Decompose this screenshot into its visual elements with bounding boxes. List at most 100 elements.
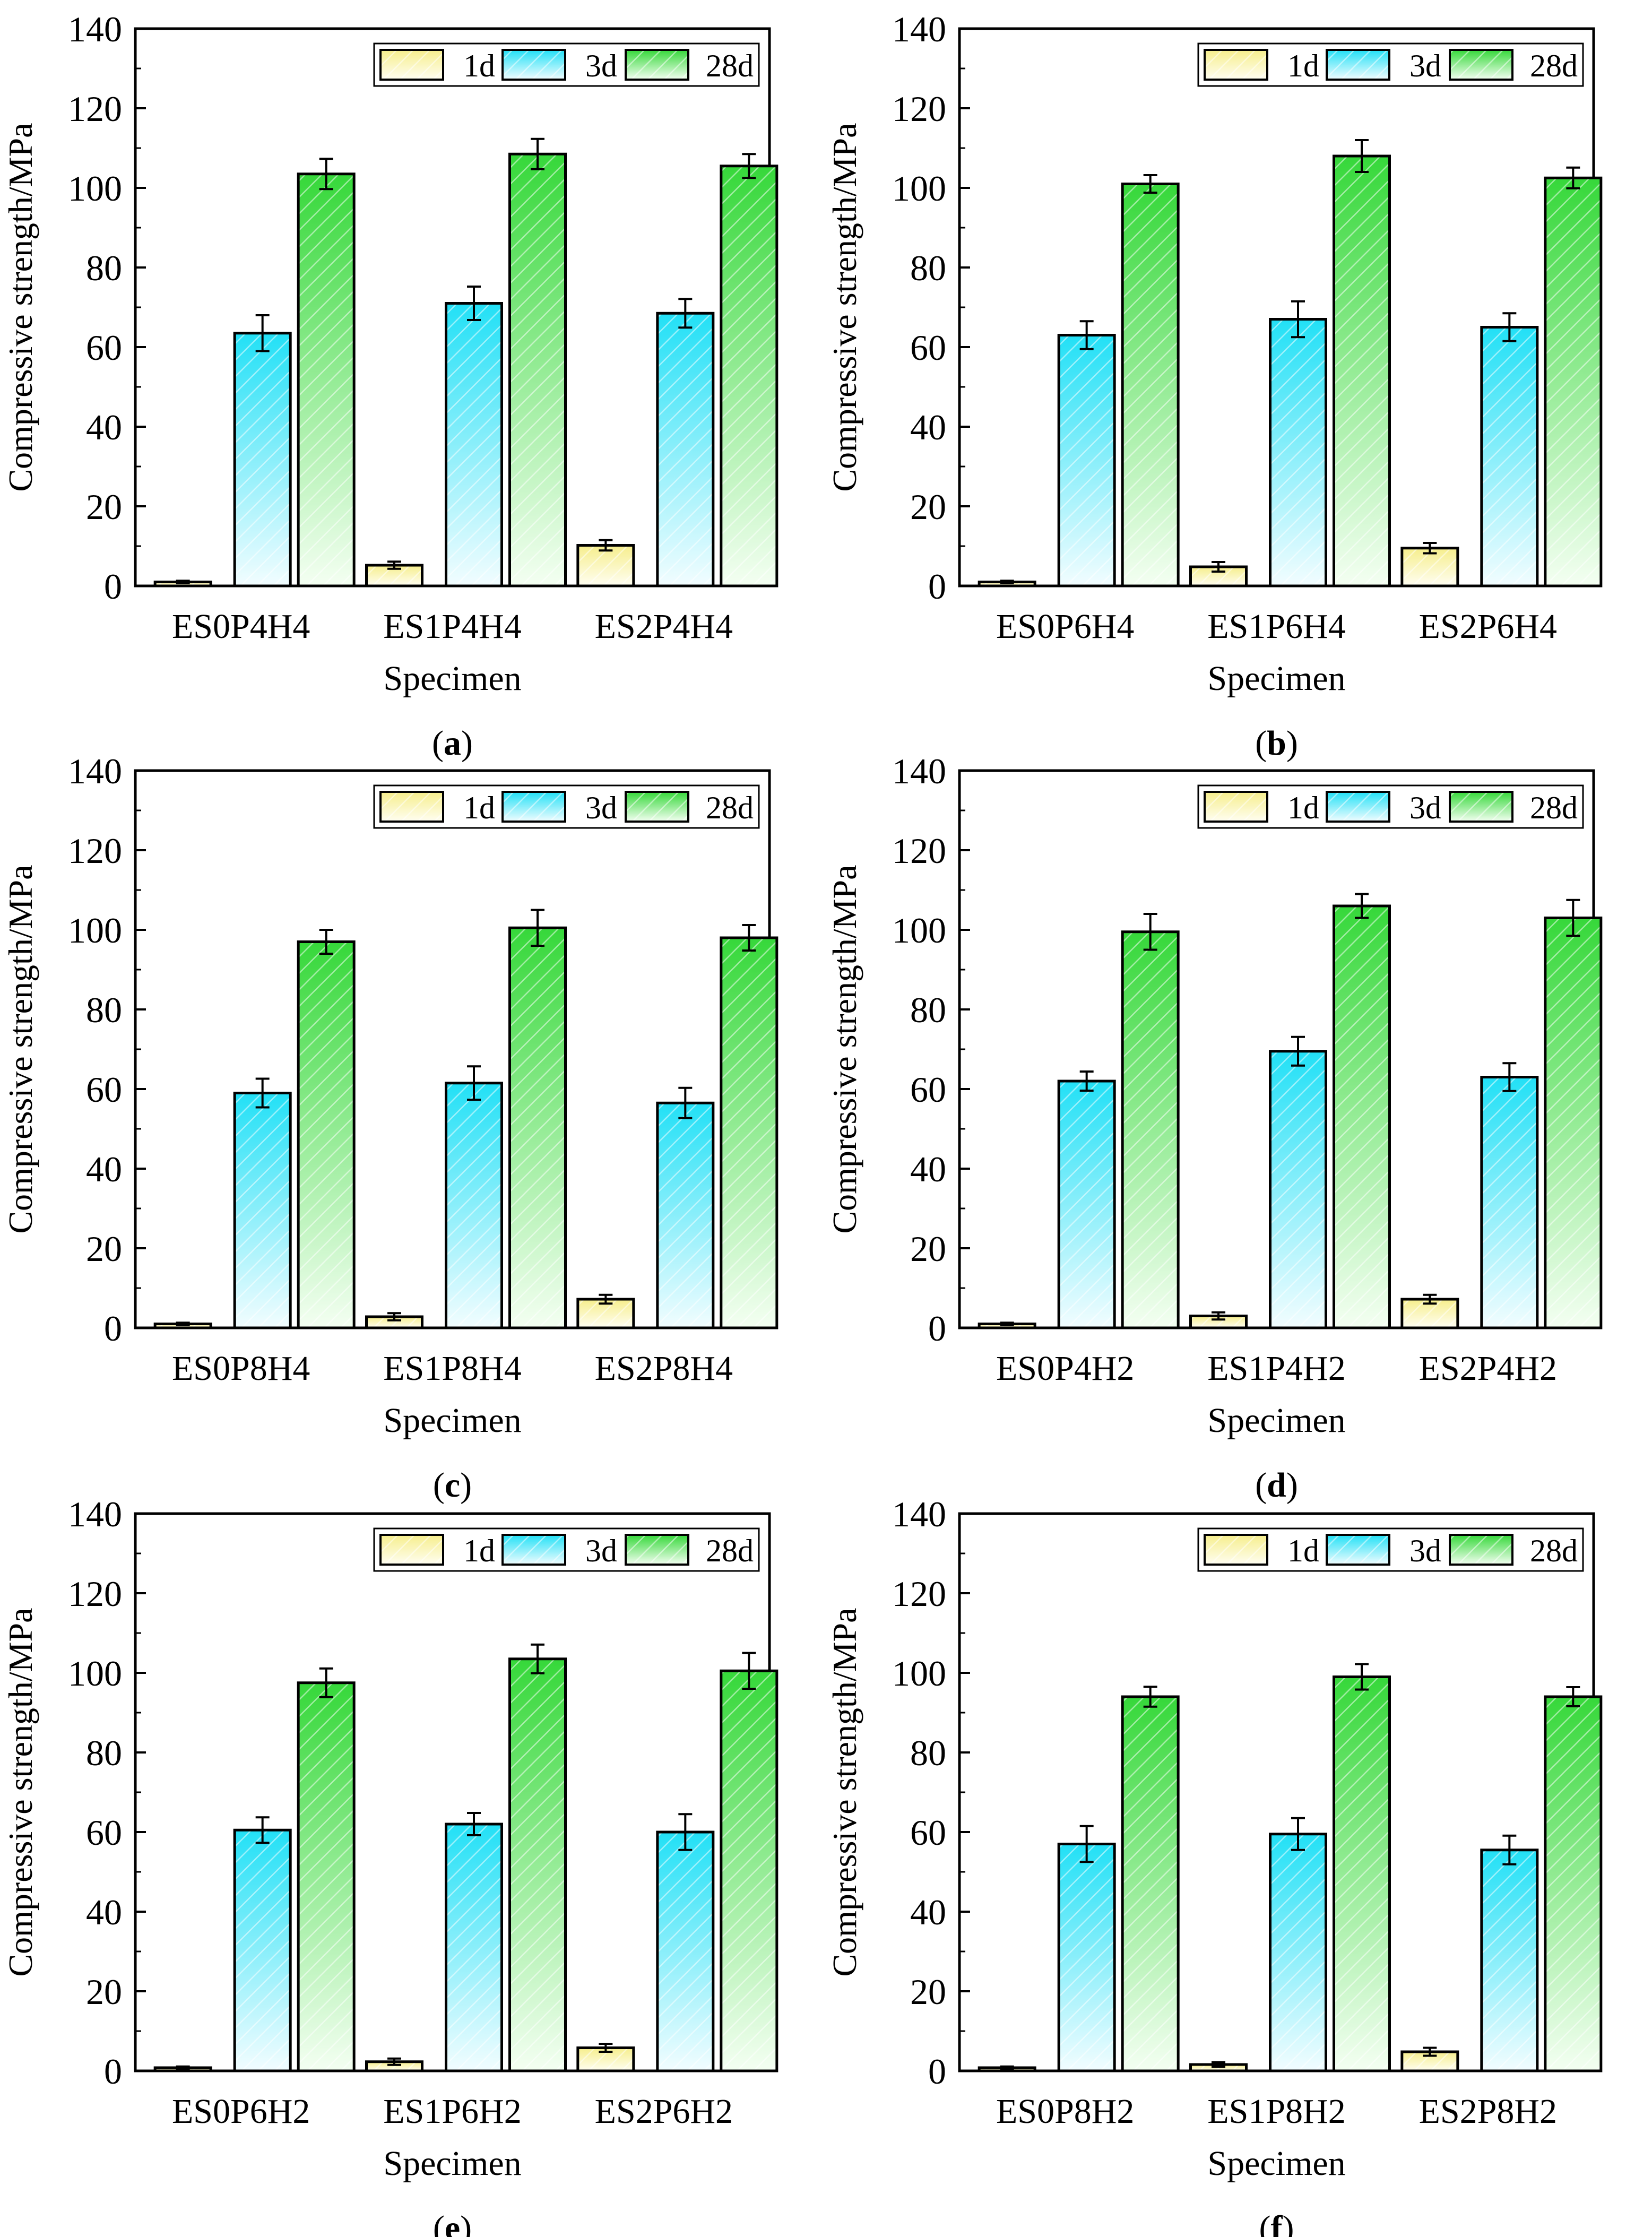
legend-label-1d: 1d xyxy=(463,1533,495,1568)
y-tick-label: 20 xyxy=(910,1972,946,2012)
bar-hatch xyxy=(235,1093,291,1328)
y-tick-label: 80 xyxy=(910,990,946,1030)
y-tick-label: 80 xyxy=(86,248,122,288)
legend-swatch-hatch xyxy=(380,792,443,822)
legend-swatch-hatch xyxy=(1450,1535,1512,1565)
x-tick-label: ES2P4H4 xyxy=(595,607,733,646)
bar-hatch xyxy=(1545,918,1601,1328)
x-tick-label: ES1P8H4 xyxy=(383,1349,521,1388)
legend-swatch-hatch xyxy=(1205,50,1267,80)
y-tick-label: 140 xyxy=(68,751,122,791)
bar-hatch xyxy=(657,1832,713,2071)
bar-hatch xyxy=(446,1083,502,1328)
bar-hatch xyxy=(1059,1081,1115,1328)
y-axis-label: Compressive strength/MPa xyxy=(2,1608,39,1976)
y-tick-label: 60 xyxy=(86,327,122,368)
bar-hatch xyxy=(1334,156,1390,586)
legend-swatch-hatch xyxy=(626,792,688,822)
bar-hatch xyxy=(1481,1077,1537,1328)
legend-swatch-outline xyxy=(1326,49,1390,81)
y-tick-label: 120 xyxy=(68,89,122,129)
y-tick-label: 0 xyxy=(928,2051,946,2092)
x-axis-label: Specimen xyxy=(1207,659,1345,698)
y-tick-label: 0 xyxy=(928,566,946,607)
bar-hatch xyxy=(1122,931,1179,1328)
chart-panel-e: 0 20 40 60 80 100 120 140 Compressive strength/M… xyxy=(2,1494,779,2237)
bar-hatch xyxy=(721,938,777,1328)
y-tick-label: 140 xyxy=(68,9,122,49)
bar-hatch xyxy=(1334,906,1390,1328)
chart-panel-c: 0 20 40 60 80 100 120 140 Compressive strength/M… xyxy=(2,751,779,1505)
x-tick-label: ES2P6H2 xyxy=(595,2092,733,2131)
bar-hatch xyxy=(235,1830,291,2071)
x-axis-label: Specimen xyxy=(383,2144,521,2183)
x-tick-label: ES1P8H2 xyxy=(1207,2092,1345,2131)
x-tick-label: ES1P4H4 xyxy=(383,607,521,646)
legend-swatch-hatch xyxy=(380,50,443,80)
bar-hatch xyxy=(298,942,354,1328)
y-axis-label: Compressive strength/MPa xyxy=(826,865,863,1233)
y-tick-label: 20 xyxy=(86,1229,122,1269)
y-tick-label: 60 xyxy=(910,327,946,368)
y-tick-label: 40 xyxy=(86,407,122,447)
legend-swatch-hatch xyxy=(503,50,565,80)
bar-hatch xyxy=(1402,548,1458,586)
panel-label: (c) xyxy=(433,1466,472,1505)
y-tick-label: 40 xyxy=(86,1892,122,1932)
legend-swatch-hatch xyxy=(1327,1535,1389,1565)
y-tick-label: 40 xyxy=(910,407,946,447)
y-tick-label: 120 xyxy=(68,831,122,871)
y-tick-label: 100 xyxy=(68,1653,122,1694)
legend-label-3d: 3d xyxy=(1409,48,1441,83)
legend-label-28d: 28d xyxy=(1530,790,1578,825)
legend-label-3d: 3d xyxy=(1409,790,1441,825)
bar-hatch xyxy=(366,2061,422,2071)
bar-hatch xyxy=(1270,1834,1326,2071)
y-tick-label: 80 xyxy=(910,248,946,288)
panel-label: (a) xyxy=(432,724,473,763)
x-tick-label: ES0P6H4 xyxy=(996,607,1134,646)
x-tick-label: ES1P6H2 xyxy=(383,2092,521,2131)
y-tick-label: 60 xyxy=(86,1812,122,1853)
x-tick-label: ES0P6H2 xyxy=(172,2092,310,2131)
x-axis-label: Specimen xyxy=(383,659,521,698)
bar-hatch xyxy=(1122,184,1179,586)
y-tick-label: 60 xyxy=(910,1069,946,1110)
x-tick-label: ES0P4H4 xyxy=(172,607,310,646)
panel-label: (b) xyxy=(1255,724,1298,763)
legend-swatch-outline xyxy=(1204,1534,1268,1566)
legend-label-28d: 28d xyxy=(706,48,754,83)
y-tick-label: 20 xyxy=(86,487,122,527)
x-tick-label: ES2P4H2 xyxy=(1419,1349,1557,1388)
y-tick-label: 20 xyxy=(86,1972,122,2012)
legend-label-28d: 28d xyxy=(1530,48,1578,83)
bar-hatch xyxy=(1334,1677,1390,2071)
legend-swatch-outline xyxy=(379,49,444,81)
y-tick-label: 60 xyxy=(86,1069,122,1110)
y-tick-label: 80 xyxy=(910,1733,946,1773)
legend-swatch-outline xyxy=(1326,791,1390,823)
bar-hatch xyxy=(1481,327,1537,586)
legend-label-1d: 1d xyxy=(463,48,495,83)
legend-label-28d: 28d xyxy=(706,790,754,825)
legend-label-1d: 1d xyxy=(1287,790,1319,825)
bar-hatch xyxy=(235,333,291,586)
bar-hatch xyxy=(446,1824,502,2071)
chart-panel-d: 0 20 40 60 80 100 120 140 Compressive strength/M… xyxy=(826,751,1603,1505)
x-axis-label: Specimen xyxy=(1207,1401,1345,1440)
y-tick-label: 40 xyxy=(910,1149,946,1189)
y-tick-label: 80 xyxy=(86,1733,122,1773)
legend-swatch-hatch xyxy=(626,50,688,80)
y-tick-label: 100 xyxy=(892,1653,946,1694)
legend-swatch-hatch xyxy=(503,1535,565,1565)
legend-label-1d: 1d xyxy=(1287,1533,1319,1568)
legend-swatch-outline xyxy=(379,791,444,823)
legend-label-1d: 1d xyxy=(1287,48,1319,83)
x-tick-label: ES2P8H2 xyxy=(1419,2092,1557,2131)
legend-swatch-outline xyxy=(1204,791,1268,823)
x-tick-label: ES2P8H4 xyxy=(595,1349,733,1388)
x-tick-label: ES0P4H2 xyxy=(996,1349,1134,1388)
y-tick-label: 0 xyxy=(104,2051,122,2092)
y-tick-label: 40 xyxy=(910,1892,946,1932)
